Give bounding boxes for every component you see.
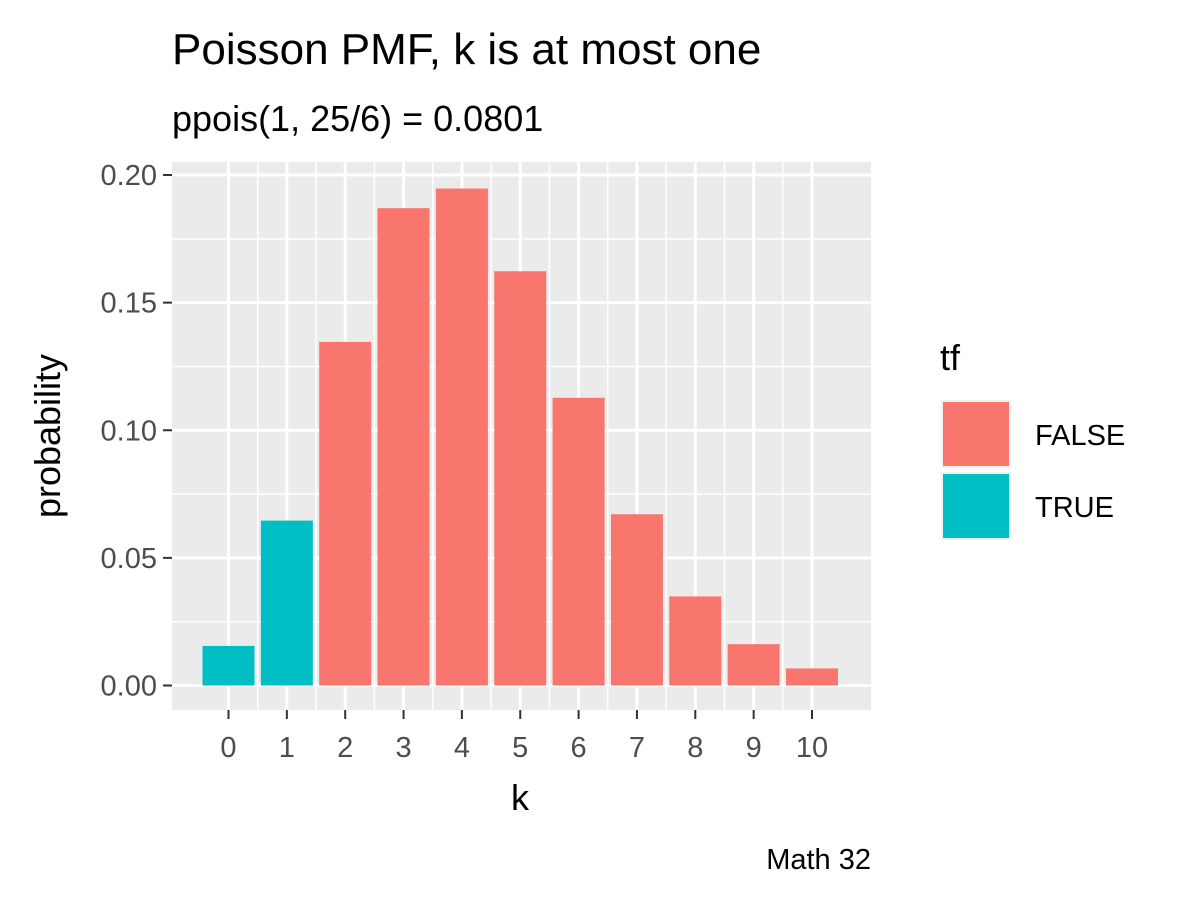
- bar-k-0: [202, 645, 255, 686]
- legend-title: tf: [940, 337, 961, 378]
- bar-k-3: [377, 208, 430, 686]
- legend-swatch-false: [943, 402, 1009, 466]
- x-axis-title: k: [511, 777, 530, 818]
- x-tick-label: 5: [512, 732, 528, 764]
- x-axis: 0 1 2 3 4 5 6 7 8 9 10: [220, 710, 828, 764]
- bar-k-4: [435, 188, 488, 686]
- x-tick-label: 0: [220, 732, 236, 764]
- legend-items: FALSE TRUE: [941, 400, 1125, 540]
- bar-k-9: [727, 644, 780, 686]
- bars: [202, 188, 838, 686]
- chart-subtitle: ppois(1, 25/6) = 0.0801: [172, 98, 543, 139]
- y-tick-label: 0.20: [101, 160, 157, 192]
- x-tick-label: 8: [687, 732, 703, 764]
- bar-k-7: [610, 514, 663, 686]
- x-tick-label: 2: [337, 732, 353, 764]
- x-tick-label: 1: [279, 732, 295, 764]
- legend-label-false: FALSE: [1035, 420, 1125, 452]
- legend-swatch-true: [943, 474, 1009, 538]
- y-tick-label: 0.15: [101, 288, 157, 320]
- x-tick-label: 6: [571, 732, 587, 764]
- bar-k-6: [552, 397, 605, 686]
- x-tick-label: 9: [746, 732, 762, 764]
- y-tick-label: 0.05: [101, 543, 157, 575]
- bar-k-2: [319, 341, 372, 686]
- legend: tf FALSE TRUE: [940, 337, 1125, 540]
- chart-title: Poisson PMF, k is at most one: [172, 25, 761, 74]
- x-tick-label: 7: [629, 732, 645, 764]
- bar-k-1: [260, 520, 313, 686]
- x-tick-label: 10: [796, 732, 828, 764]
- chart-caption: Math 32: [766, 844, 871, 876]
- x-tick-label: 4: [454, 732, 470, 764]
- bar-k-10: [786, 668, 838, 686]
- bar-k-5: [494, 271, 547, 686]
- y-axis: 0.00 0.05 0.10 0.15 0.20: [101, 160, 172, 703]
- y-tick-label: 0.00: [101, 671, 157, 703]
- x-tick-label: 3: [395, 732, 411, 764]
- bar-k-8: [669, 596, 722, 686]
- y-axis-title: probability: [27, 354, 68, 518]
- y-tick-label: 0.10: [101, 415, 157, 447]
- legend-label-true: TRUE: [1035, 492, 1114, 524]
